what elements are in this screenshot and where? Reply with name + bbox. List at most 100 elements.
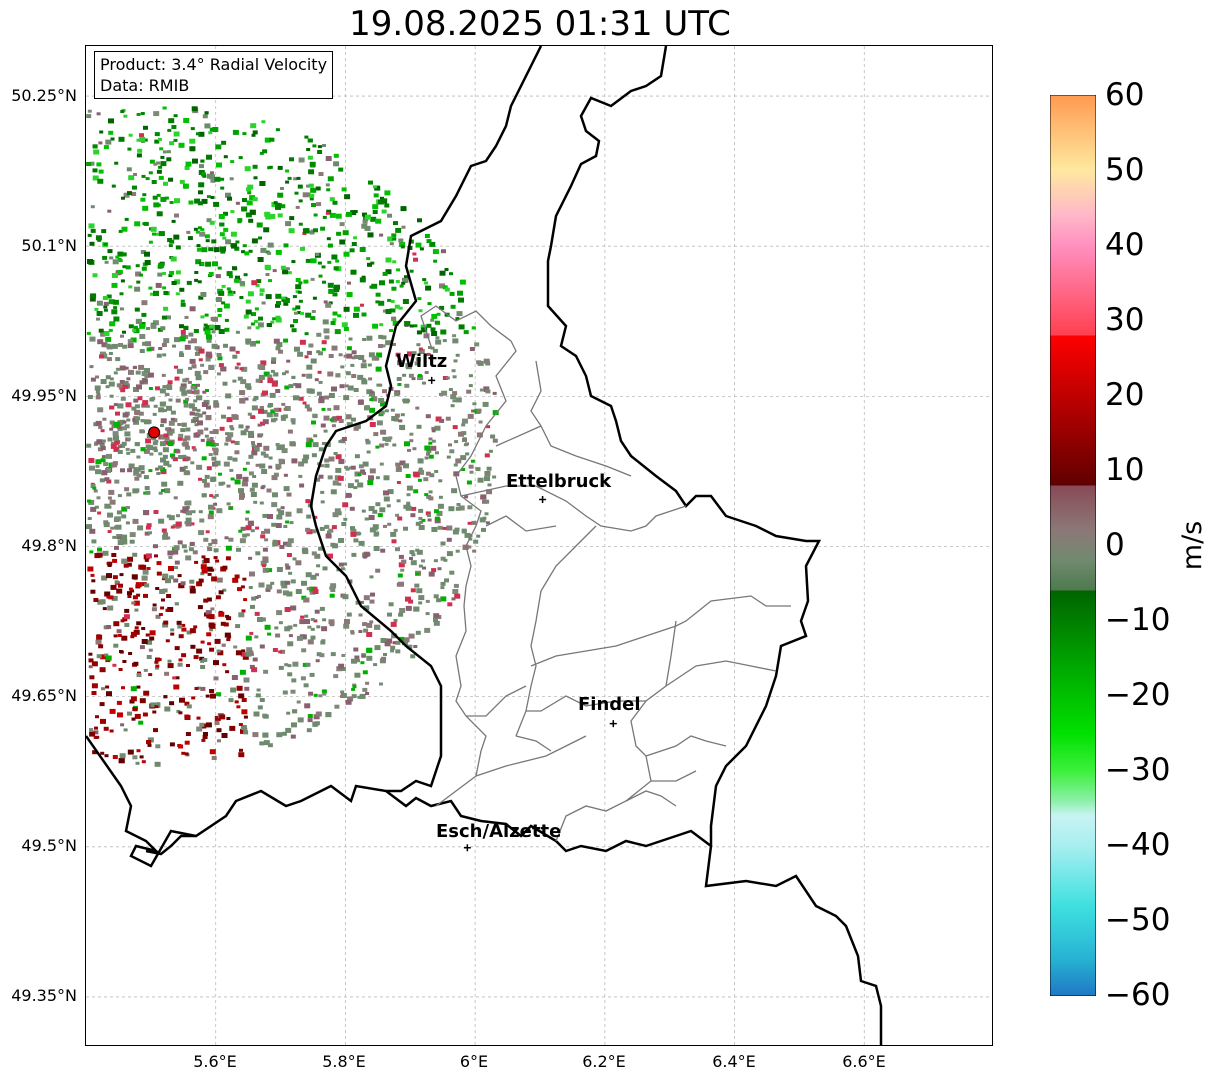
- radar-echo: [375, 218, 382, 224]
- radar-echo: [162, 534, 169, 540]
- radar-echo: [359, 600, 364, 604]
- radar-echo: [239, 669, 246, 675]
- radar-echo: [124, 366, 129, 370]
- radar-echo: [100, 379, 107, 384]
- radar-echo: [415, 630, 421, 635]
- radar-echo: [208, 614, 215, 620]
- radar-echo: [275, 466, 280, 470]
- radar-echo: [326, 188, 331, 192]
- radar-echo: [400, 427, 405, 431]
- radar-echo: [435, 451, 439, 455]
- radar-echo: [427, 518, 432, 522]
- radar-echo: [364, 517, 369, 521]
- map-area[interactable]: [85, 45, 993, 1046]
- radar-echo: [450, 394, 457, 400]
- radar-echo: [452, 375, 457, 379]
- radar-echo: [87, 109, 92, 113]
- radar-echo: [276, 610, 283, 616]
- radar-echo: [405, 474, 411, 478]
- radar-echo: [127, 556, 133, 562]
- radar-echo: [175, 449, 181, 454]
- radar-echo: [225, 556, 231, 561]
- radar-echo: [401, 281, 406, 285]
- radar-echo: [305, 572, 312, 578]
- radar-echo: [223, 227, 229, 232]
- radar-echo: [168, 177, 174, 182]
- radar-echo: [146, 567, 151, 570]
- radar-echo: [174, 376, 180, 381]
- radar-echo: [185, 161, 192, 167]
- radar-echo: [283, 525, 288, 528]
- radar-echo: [168, 515, 175, 521]
- radar-echo: [351, 374, 357, 378]
- radar-echo: [148, 673, 153, 677]
- radar-echo: [121, 506, 128, 512]
- radar-echo: [424, 456, 429, 460]
- radar-echo: [263, 371, 270, 377]
- radar-echo: [206, 405, 211, 410]
- radar-echo: [361, 312, 367, 317]
- radar-echo: [332, 512, 339, 518]
- radar-echo: [166, 405, 172, 411]
- radar-echo: [165, 639, 170, 643]
- radar-echo: [343, 251, 350, 257]
- radar-echo: [365, 438, 370, 442]
- radar-echo: [484, 453, 490, 458]
- radar-echo: [208, 131, 213, 135]
- radar-echo: [206, 441, 213, 447]
- radar-echo: [196, 726, 203, 732]
- lon-tick-label: 6.2°E: [582, 1052, 626, 1071]
- radar-echo: [200, 572, 205, 576]
- radar-echo: [358, 464, 364, 469]
- radar-echo: [133, 173, 137, 176]
- radar-echo: [435, 336, 440, 340]
- radar-echo: [242, 577, 247, 581]
- radar-echo: [117, 634, 122, 637]
- radar-echo: [439, 392, 443, 396]
- radar-echo: [160, 469, 167, 475]
- radar-echo: [217, 313, 222, 317]
- radar-echo: [237, 587, 242, 592]
- radar-echo: [127, 749, 134, 755]
- radar-echo: [256, 688, 261, 692]
- radar-echo: [133, 661, 139, 666]
- radar-echo: [178, 455, 184, 459]
- radar-echo: [375, 445, 380, 449]
- radar-echo: [358, 399, 364, 404]
- radar-echo: [127, 711, 132, 716]
- radar-echo: [293, 177, 298, 181]
- radar-echo: [138, 411, 144, 416]
- radar-echo: [169, 141, 175, 146]
- radar-echo: [288, 228, 295, 234]
- radar-echo: [387, 522, 392, 526]
- radar-echo: [401, 225, 406, 229]
- radar-echo: [230, 160, 235, 164]
- radar-echo: [107, 437, 113, 442]
- radar-echo: [153, 449, 158, 453]
- radar-echo: [294, 191, 299, 195]
- radar-echo: [271, 202, 278, 207]
- radar-echo: [474, 409, 479, 413]
- radar-echo: [132, 365, 137, 369]
- radar-echo: [89, 731, 96, 737]
- radar-echo: [153, 162, 158, 166]
- radar-echo: [193, 329, 199, 333]
- radar-echo: [320, 226, 326, 231]
- radar-echo: [262, 732, 269, 738]
- radar-echo: [122, 617, 128, 622]
- radar-echo: [204, 313, 209, 317]
- radar-echo: [362, 338, 367, 341]
- radar-echo: [106, 691, 112, 697]
- radar-echo: [318, 694, 323, 698]
- radar-echo: [369, 527, 376, 533]
- radar-echo: [196, 247, 202, 252]
- radar-echo: [98, 328, 104, 333]
- radar-echo: [273, 201, 278, 205]
- radar-echo: [462, 544, 469, 550]
- radar-echo: [328, 393, 335, 398]
- radar-echo: [345, 492, 352, 498]
- radar-echo: [198, 578, 204, 583]
- radar-echo: [317, 145, 322, 149]
- radar-echo: [259, 501, 264, 505]
- radar-echo: [454, 440, 459, 444]
